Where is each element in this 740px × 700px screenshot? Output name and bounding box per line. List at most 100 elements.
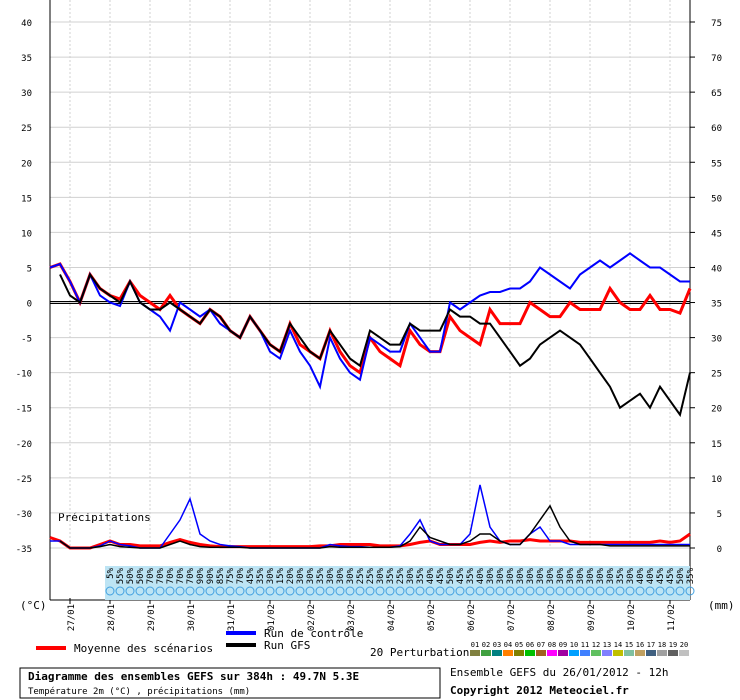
snow-icon	[475, 586, 485, 596]
precip-probability: 30%	[566, 567, 576, 584]
precip-probability: 35%	[386, 567, 396, 584]
y-tick-label: -10	[16, 370, 32, 380]
snow-icon	[615, 586, 625, 596]
y-axis-label: (°C)	[20, 599, 47, 612]
precip-probability: 45%	[666, 567, 676, 584]
x-tick-label: 07/02	[507, 604, 517, 631]
snow-icon	[295, 586, 305, 596]
perturbation-swatch	[492, 650, 502, 656]
precip-probability: 40%	[646, 567, 656, 584]
snow-icon	[665, 586, 675, 596]
x-tick-label: 27/01	[67, 604, 77, 631]
perturbation-number: 01	[471, 641, 479, 649]
precip-probability: 30%	[406, 567, 416, 584]
precip-label: Précipitations	[58, 511, 151, 524]
snow-icon	[385, 586, 395, 596]
perturbation-number: 11	[581, 641, 589, 649]
snow-icon	[375, 586, 385, 596]
x-tick-label: 08/02	[547, 604, 557, 631]
y2-axis-label: (mm)	[708, 599, 735, 612]
snow-icon	[335, 586, 345, 596]
precip-probability: 30%	[266, 567, 276, 584]
precip-probability: 30%	[586, 567, 596, 584]
precip-probability: 30%	[596, 567, 606, 584]
snow-icon	[425, 586, 435, 596]
snow-icon	[555, 586, 565, 596]
precip-probability: 45%	[656, 567, 666, 584]
precip-probability: 30%	[536, 567, 546, 584]
y-tick-label: -30	[16, 510, 32, 520]
precip-probability: 30%	[296, 567, 306, 584]
precip-probability: 70%	[146, 567, 156, 584]
snow-icon	[485, 586, 495, 596]
snow-icon	[585, 586, 595, 596]
precip-probability: 30%	[326, 567, 336, 584]
x-tick-label: 01/02	[267, 604, 277, 631]
precip-probability: 30%	[306, 567, 316, 584]
y2-tick-label: 40	[711, 264, 722, 274]
perturbation-swatch	[547, 650, 557, 656]
perturbation-number: 17	[647, 641, 655, 649]
legend-label: Run de contrôle	[264, 627, 363, 640]
snow-icon	[105, 586, 115, 596]
perturbation-swatch	[668, 650, 678, 656]
precip-probability: 75%	[226, 567, 236, 584]
series-line	[49, 532, 691, 550]
snow-icon	[215, 586, 225, 596]
precip-probability: 20%	[286, 567, 296, 584]
perturbation-swatch	[514, 650, 524, 656]
precip-probability: 30%	[336, 567, 346, 584]
perturbation-number: 18	[658, 641, 666, 649]
precip-probability: 25%	[356, 567, 366, 584]
snow-icon	[445, 586, 455, 596]
series-line	[49, 252, 690, 390]
legend-label: Run GFS	[264, 639, 310, 652]
perturbation-swatch	[536, 650, 546, 656]
precip-probability: 25%	[366, 567, 376, 584]
snow-icon	[495, 586, 505, 596]
legend-label: Moyenne des scénarios	[74, 642, 213, 655]
perturbation-swatch	[624, 650, 634, 656]
y2-tick-label: 60	[711, 124, 722, 134]
snow-icon	[525, 586, 535, 596]
y-tick-label: -25	[16, 475, 32, 485]
snow-icon	[685, 586, 695, 596]
x-tick-label: 29/01	[147, 604, 157, 631]
precip-probability: 85%	[216, 567, 226, 584]
snow-icon	[515, 586, 525, 596]
x-tick-label: 10/02	[627, 604, 637, 631]
perturbation-swatch	[569, 650, 579, 656]
precip-probability: 50%	[126, 567, 136, 584]
precip-probability: 35%	[466, 567, 476, 584]
snow-icon	[165, 586, 175, 596]
precip-probability: 30%	[506, 567, 516, 584]
snow-icon	[395, 586, 405, 596]
perturbation-number: 03	[493, 641, 501, 649]
perturbation-number: 08	[548, 641, 556, 649]
snow-icon	[415, 586, 425, 596]
x-tick-label: 11/02	[667, 604, 677, 631]
perturbation-swatch	[580, 650, 590, 656]
title-box	[19, 667, 441, 699]
snow-icon	[195, 586, 205, 596]
y2-tick-label: 45	[711, 229, 722, 239]
precip-probability: 90%	[206, 567, 216, 584]
precip-probability: 50%	[136, 567, 146, 584]
perturbation-number: 19	[669, 641, 677, 649]
snow-icon	[575, 586, 585, 596]
precip-probability: 70%	[176, 567, 186, 584]
precip-probability: 45%	[456, 567, 466, 584]
perturbation-number: 06	[526, 641, 534, 649]
snow-icon	[115, 586, 125, 596]
snow-icon	[125, 586, 135, 596]
snow-icon	[255, 586, 265, 596]
snow-icon	[565, 586, 575, 596]
series-line	[49, 262, 692, 376]
precip-probability: 35%	[256, 567, 266, 584]
perturbation-number: 16	[636, 641, 644, 649]
perturbation-number: 09	[559, 641, 567, 649]
perturbation-number: 12	[592, 641, 600, 649]
y2-tick-label: 70	[711, 54, 722, 64]
series-line	[59, 504, 690, 549]
snow-icon	[265, 586, 275, 596]
